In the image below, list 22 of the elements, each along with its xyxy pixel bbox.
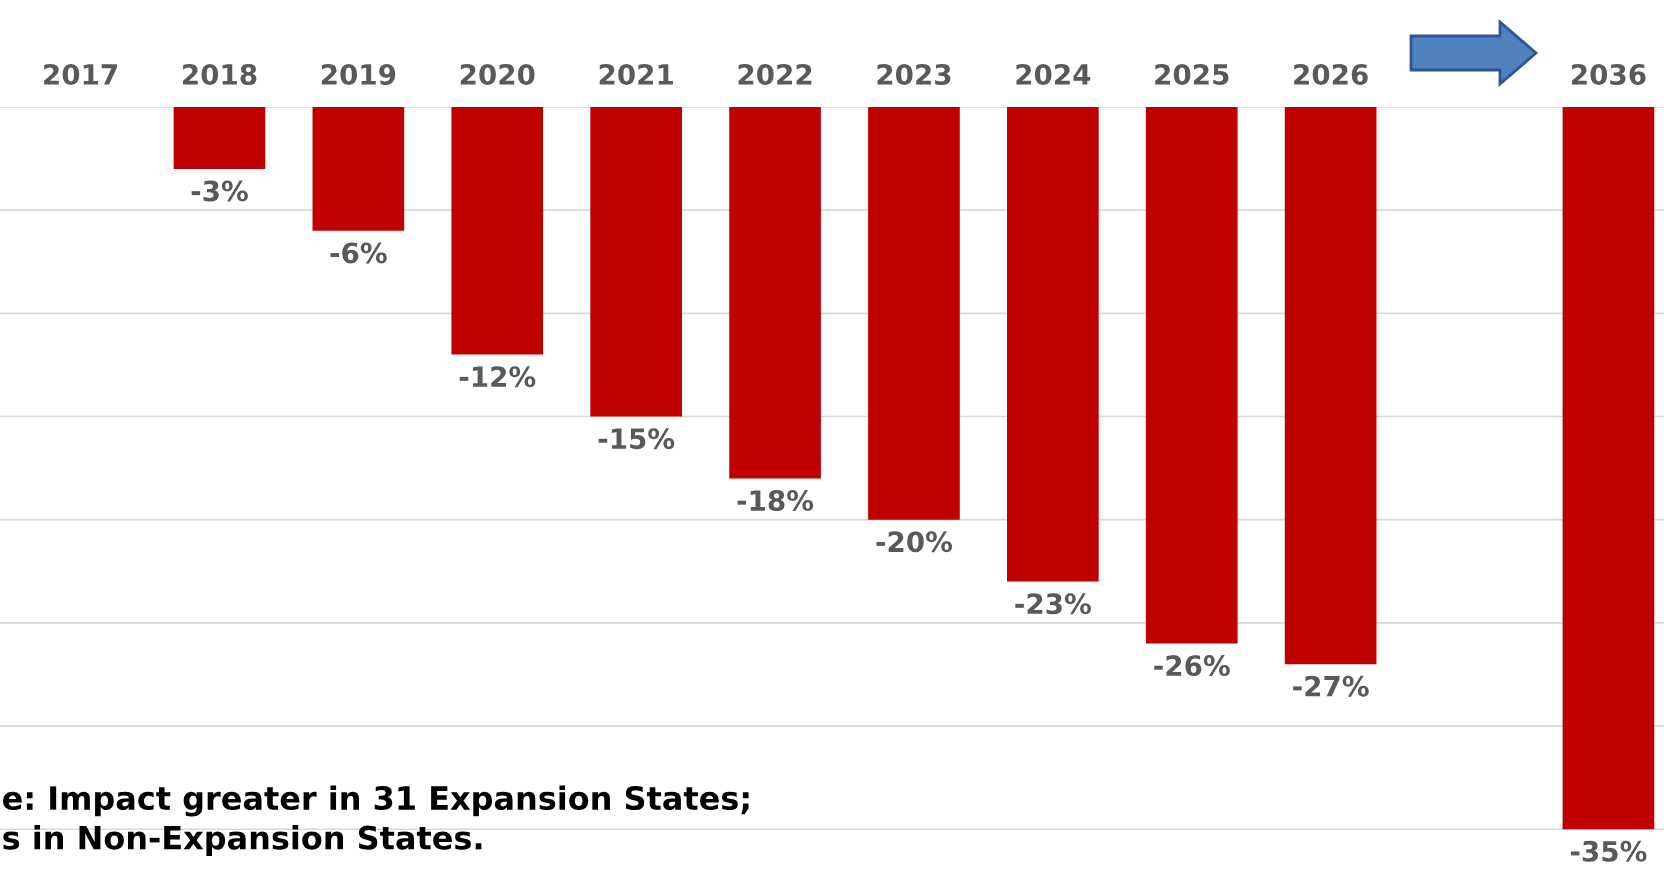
data-label: -20% xyxy=(876,531,953,553)
x-tick-label: 2017 xyxy=(44,63,118,85)
data-label: -35% xyxy=(1570,840,1647,862)
x-tick-label: 2022 xyxy=(738,63,812,85)
data-label: -18% xyxy=(737,490,814,512)
x-tick-label: 2018 xyxy=(183,63,257,85)
data-label: -27% xyxy=(1293,675,1369,697)
x-tick-label: 2024 xyxy=(1016,63,1091,85)
annotation: e: Impact greater in 31 Expansion States; s in Non-Expansion States. xyxy=(3,785,749,856)
data-label: -15% xyxy=(598,428,675,450)
data-label: -12% xyxy=(459,366,536,388)
x-tick-label: 2026 xyxy=(1294,63,1368,85)
x-tick-label: 2023 xyxy=(877,63,951,85)
data-label: -3% xyxy=(191,180,248,202)
data-label: -6% xyxy=(330,242,387,264)
x-tick-label: 2020 xyxy=(460,63,535,85)
data-label: -23% xyxy=(1015,593,1091,615)
x-tick-label: 2036 xyxy=(1571,63,1646,85)
x-tick-label: 2019 xyxy=(321,63,396,85)
data-label: -26% xyxy=(1154,655,1230,677)
x-tick-label: 2025 xyxy=(1155,63,1229,85)
x-tick-label: 2021 xyxy=(599,63,673,85)
